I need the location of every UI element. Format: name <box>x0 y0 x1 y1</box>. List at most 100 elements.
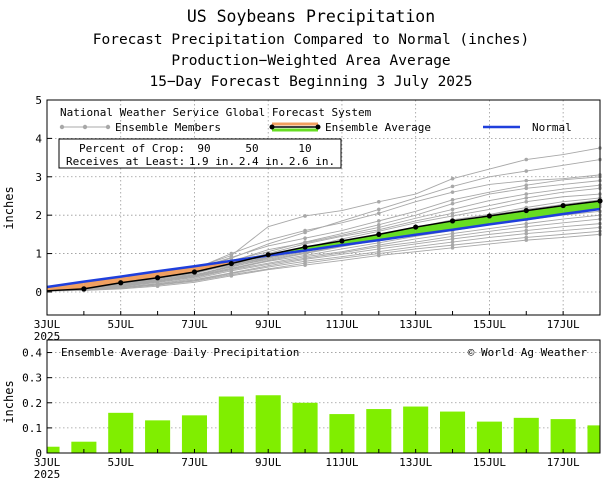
bottom-x-tick-label: 11JUL <box>325 456 358 469</box>
member-point <box>524 183 529 188</box>
daily-bars <box>47 395 600 453</box>
ensemble-average-point <box>228 260 234 267</box>
ensemble-average-point <box>265 252 271 258</box>
daily-bar <box>513 417 539 453</box>
top-x-tick-label: 11JUL <box>325 318 358 331</box>
bottom-x-tick-label: 13JUL <box>399 456 432 469</box>
ensemble-average-point <box>302 244 308 250</box>
member-point <box>524 224 529 229</box>
top-plot-frame <box>46 99 601 316</box>
top-x-tick-label: 15JUL <box>473 318 506 331</box>
member-point <box>303 214 307 218</box>
bottom-x-ticks: 3JUL 5JUL 7JUL 9JUL 11JUL 13JUL 15JUL 17JUL <box>34 449 601 469</box>
member-point <box>377 253 381 258</box>
member-point <box>377 199 381 204</box>
member-point <box>377 211 381 216</box>
anomaly-fill-segment <box>157 266 195 278</box>
member-line <box>46 214 601 292</box>
ensemble-average-point <box>560 202 566 209</box>
cumulative-precip-chart: 0 1 2 3 4 5 3JUL 5JUL 7JUL 9JUL 11JUL 13JUL 15JUL 17… <box>2 94 603 343</box>
chart-title-line-3: Production−Weighted Area Average <box>171 53 450 69</box>
anomaly-fill-segment <box>378 227 416 241</box>
bottom-x-tick-label: 5JUL <box>107 456 134 469</box>
daily-bar <box>550 419 576 453</box>
top-x-tick-label: 7JUL <box>181 318 208 331</box>
crop-table-box <box>58 138 342 169</box>
daily-bar <box>587 425 600 453</box>
member-point <box>303 251 307 255</box>
ensemble-average-point <box>449 218 456 224</box>
crop-row1-label: Percent of Crop: <box>79 142 185 155</box>
crop-table: Percent of Crop: 90 50 10 Receives at Le… <box>58 138 342 169</box>
member-point <box>524 238 529 242</box>
member-line <box>46 174 601 292</box>
top-x-tick-label: 5JUL <box>107 318 134 331</box>
member-point <box>377 225 381 230</box>
credit-label: © World Ag Weather <box>468 346 588 359</box>
bottom-y-tick-label: 0.1 <box>22 422 42 435</box>
member-point <box>450 190 455 194</box>
top-y-tick-label: 5 <box>35 94 42 107</box>
daily-bar <box>439 411 466 453</box>
daily-bar <box>145 420 171 453</box>
top-y-tick-label: 2 <box>35 209 42 222</box>
anomaly-fill <box>47 200 600 291</box>
ensemble-average-point <box>118 280 124 286</box>
member-point <box>450 184 455 189</box>
crop-row2-value-3: 2.6 in. <box>289 155 335 168</box>
member-point <box>303 228 307 233</box>
bottom-x-tick-label: 17JUL <box>547 456 580 469</box>
member-point <box>377 222 381 227</box>
member-point <box>524 199 529 204</box>
member-point <box>524 221 529 226</box>
member-point <box>229 251 234 256</box>
anomaly-fill-segment <box>120 271 158 283</box>
member-point <box>524 235 529 240</box>
member-point <box>155 284 160 289</box>
member-point <box>524 196 529 200</box>
bottom-x-tick-label: 15JUL <box>473 456 506 469</box>
member-point <box>377 219 381 223</box>
member-point <box>524 231 529 236</box>
top-x-tick-label: 3JUL <box>34 318 61 331</box>
member-line <box>46 230 601 292</box>
ensemble-average-series <box>46 198 603 292</box>
legend-header: National Weather Service Global Forecast… <box>60 106 372 119</box>
bottom-plot-frame <box>46 339 601 454</box>
crop-row1-value-1: 90 <box>197 142 210 155</box>
chart-title-line-1: US Soybeans Precipitation <box>187 7 435 26</box>
member-point <box>229 255 234 260</box>
ensemble-average-line <box>46 200 601 292</box>
bottom-x-tick-label: 7JUL <box>181 456 208 469</box>
daily-bar <box>255 395 281 453</box>
legend-members-swatch <box>59 124 111 130</box>
top-y-tick-label: 4 <box>35 132 42 145</box>
member-point <box>303 263 307 267</box>
anomaly-fill-segment <box>563 200 600 215</box>
member-point <box>450 176 455 181</box>
member-point <box>377 207 381 212</box>
chart-title-line-4: 15−Day Forecast Beginning 3 July 2025 <box>149 74 472 90</box>
member-point <box>450 198 455 202</box>
bottom-y-tick-label: 0.4 <box>22 347 42 360</box>
member-point <box>303 241 307 245</box>
bottom-year-label: 2025 <box>34 468 61 481</box>
legend-members-label: Ensemble Members <box>115 121 221 134</box>
top-y-tick-label: 0 <box>35 286 42 299</box>
chart-title-line-2: Forecast Precipitation Compared to Norma… <box>93 32 530 48</box>
bottom-x-tick-label: 9JUL <box>255 456 282 469</box>
ensemble-average-point <box>339 238 345 244</box>
daily-bar <box>476 421 502 453</box>
bottom-grid <box>47 352 600 429</box>
member-point <box>450 231 455 236</box>
top-y-ticks: 0 1 2 3 4 5 <box>35 94 52 299</box>
member-point <box>524 157 529 162</box>
daily-bar <box>181 415 208 453</box>
member-point <box>303 236 307 241</box>
daily-bar <box>47 446 60 453</box>
member-point <box>524 178 529 183</box>
top-x-tick-label: 9JUL <box>255 318 282 331</box>
bottom-y-axis-label: inches <box>2 380 16 423</box>
top-y-axis-label: inches <box>2 186 16 229</box>
crop-row1-value-3: 10 <box>298 142 311 155</box>
